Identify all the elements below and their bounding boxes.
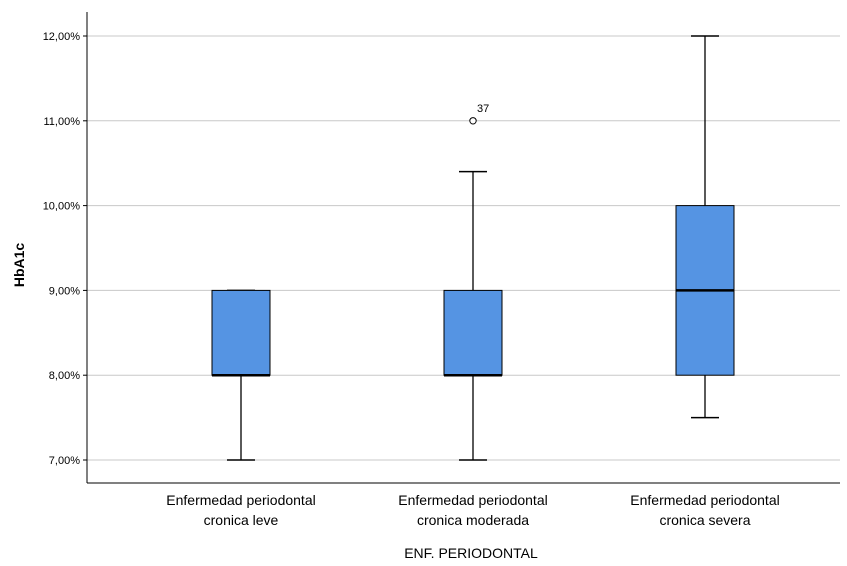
category-label-line2: cronica leve bbox=[204, 512, 279, 528]
box-iqr bbox=[443, 289, 503, 376]
y-tick-label: 10,00% bbox=[43, 201, 81, 213]
category-label-line1: Enfermedad periodontal bbox=[630, 492, 779, 508]
box-iqr bbox=[211, 289, 271, 376]
category-labels: Enfermedad periodontal cronica leve Enferm… bbox=[166, 492, 779, 528]
box-group bbox=[211, 289, 271, 461]
y-tick-label: 12,00% bbox=[43, 31, 81, 43]
category-label-line1: Enfermedad periodontal bbox=[166, 492, 315, 508]
boxes: 37 bbox=[211, 35, 735, 461]
box-group: 37 bbox=[443, 103, 503, 461]
x-axis-title: ENF. PERIODONTAL bbox=[404, 545, 538, 561]
outlier-label: 37 bbox=[477, 103, 489, 115]
y-tick-label: 8,00% bbox=[49, 370, 80, 382]
y-tick-label: 7,00% bbox=[49, 455, 80, 467]
category-label-line2: cronica severa bbox=[659, 512, 750, 528]
outlier-point bbox=[469, 117, 477, 125]
box-group bbox=[675, 35, 735, 419]
category-label-line2: cronica moderada bbox=[417, 512, 529, 528]
category-label-line1: Enfermedad periodontal bbox=[398, 492, 547, 508]
y-axis-title: HbA1c bbox=[11, 243, 27, 288]
y-tick-label: 9,00% bbox=[49, 285, 80, 297]
axes bbox=[86, 12, 840, 484]
y-tick-label: 11,00% bbox=[44, 116, 81, 128]
y-tick-labels: 7,00% 8,00% 9,00% 10,00% 11,00% 12,00% bbox=[43, 31, 87, 467]
